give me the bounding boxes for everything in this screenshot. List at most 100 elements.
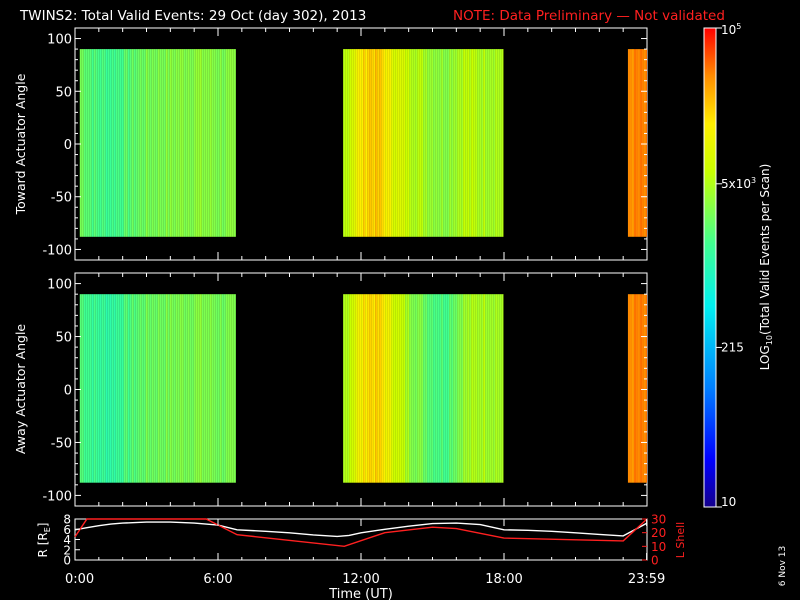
away-heat-column (349, 294, 352, 483)
toward-heat-column (119, 49, 122, 237)
toward-heat-column (87, 49, 90, 237)
away-heat-column (357, 294, 360, 483)
away-heat-column (85, 294, 88, 483)
away-heat-column (93, 294, 96, 483)
toward-heat-column (459, 49, 462, 237)
toward-heat-column (629, 49, 632, 237)
toward-heat-column (93, 49, 96, 237)
away-y-tick-label: 50 (55, 331, 72, 346)
toward-heat-column (633, 49, 636, 237)
away-heat-column (157, 294, 160, 483)
orbit-y-label: R [RE] (36, 523, 52, 558)
away-heat-column (193, 294, 196, 483)
away-heat-column (165, 294, 168, 483)
toward-heat-column (205, 49, 208, 237)
away-heat-column (443, 294, 446, 483)
toward-heat-column (367, 49, 370, 237)
toward-heat-column (177, 49, 180, 237)
away-heat-column (219, 294, 222, 483)
away-heat-column (151, 294, 154, 483)
toward-heat-column (197, 49, 200, 237)
toward-heat-column (225, 49, 228, 237)
toward-heat-column (641, 49, 644, 237)
toward-heat-column (99, 49, 102, 237)
toward-heat-column (111, 49, 114, 237)
away-heat-column (407, 294, 410, 483)
toward-heat-column (639, 49, 642, 237)
away-heat-column (393, 294, 396, 483)
toward-heat-column (383, 49, 386, 237)
toward-heat-column (461, 49, 464, 237)
away-heat-column (149, 294, 152, 483)
toward-y-tick-label: 0 (64, 138, 72, 153)
l-shell-tick-label: 0 (651, 554, 659, 568)
away-heat-column (483, 294, 486, 483)
toward-heat-column (117, 49, 120, 237)
toward-heatmap (79, 49, 647, 237)
toward-heat-column (139, 49, 142, 237)
away-heat-column (399, 294, 402, 483)
away-heat-column (441, 294, 444, 483)
toward-heat-column (353, 49, 356, 237)
away-heat-column (143, 294, 146, 483)
away-heat-column (363, 294, 366, 483)
away-heat-column (105, 294, 108, 483)
toward-heat-column (91, 49, 94, 237)
l-shell-label: L Shell (674, 522, 687, 558)
toward-heat-column (115, 49, 118, 237)
toward-heat-column (477, 49, 480, 237)
toward-heat-column (211, 49, 214, 237)
preliminary-note: NOTE: Data Preliminary — Not validated (453, 8, 725, 24)
away-y-tick-label: 100 (47, 278, 72, 293)
away-heat-column (377, 294, 380, 483)
toward-heat-column (163, 49, 166, 237)
toward-heat-column (207, 49, 210, 237)
away-heat-column (423, 294, 426, 483)
away-heat-column (125, 294, 128, 483)
toward-heat-column (221, 49, 224, 237)
away-heat-column (215, 294, 218, 483)
toward-heat-column (449, 49, 452, 237)
orbit-y-tick-label: 0 (63, 554, 71, 568)
away-heat-column (227, 294, 230, 483)
toward-heat-column (219, 49, 222, 237)
away-heat-column (417, 294, 420, 483)
away-heat-column (121, 294, 124, 483)
away-heat-column (203, 294, 206, 483)
toward-heat-column (103, 49, 106, 237)
away-heat-column (451, 294, 454, 483)
toward-heat-column (419, 49, 422, 237)
away-heat-column (129, 294, 132, 483)
away-heat-column (427, 294, 430, 483)
toward-heat-column (457, 49, 460, 237)
toward-heat-column (471, 49, 474, 237)
toward-heat-column (161, 49, 164, 237)
away-heat-column (211, 294, 214, 483)
toward-heat-column (417, 49, 420, 237)
toward-heat-column (147, 49, 150, 237)
away-heat-column (187, 294, 190, 483)
toward-heat-column (445, 49, 448, 237)
toward-heat-column (179, 49, 182, 237)
toward-heat-column (159, 49, 162, 237)
toward-heat-column (497, 49, 500, 237)
colorbar-title: LOG10(Total Valid Events per Scan) (758, 164, 774, 371)
away-y-axis: 100 50 0 -50 -100 (42, 273, 648, 506)
away-heat-column (95, 294, 98, 483)
away-heat-column (233, 294, 236, 483)
away-heat-column (161, 294, 164, 483)
away-heat-column (367, 294, 370, 483)
x-tick-label: 6:00 (203, 572, 232, 587)
away-heat-column (99, 294, 102, 483)
away-heat-column (123, 294, 126, 483)
away-heat-column (183, 294, 186, 483)
chart-title: TWINS2: Total Valid Events: 29 Oct (day … (19, 8, 366, 24)
toward-heat-column (145, 49, 148, 237)
colorbar-ticks: 10 215 5x103 105 (716, 22, 756, 509)
away-heat-column (435, 294, 438, 483)
away-heat-column (411, 294, 414, 483)
away-heat-column (389, 294, 392, 483)
away-heat-column (493, 294, 496, 483)
